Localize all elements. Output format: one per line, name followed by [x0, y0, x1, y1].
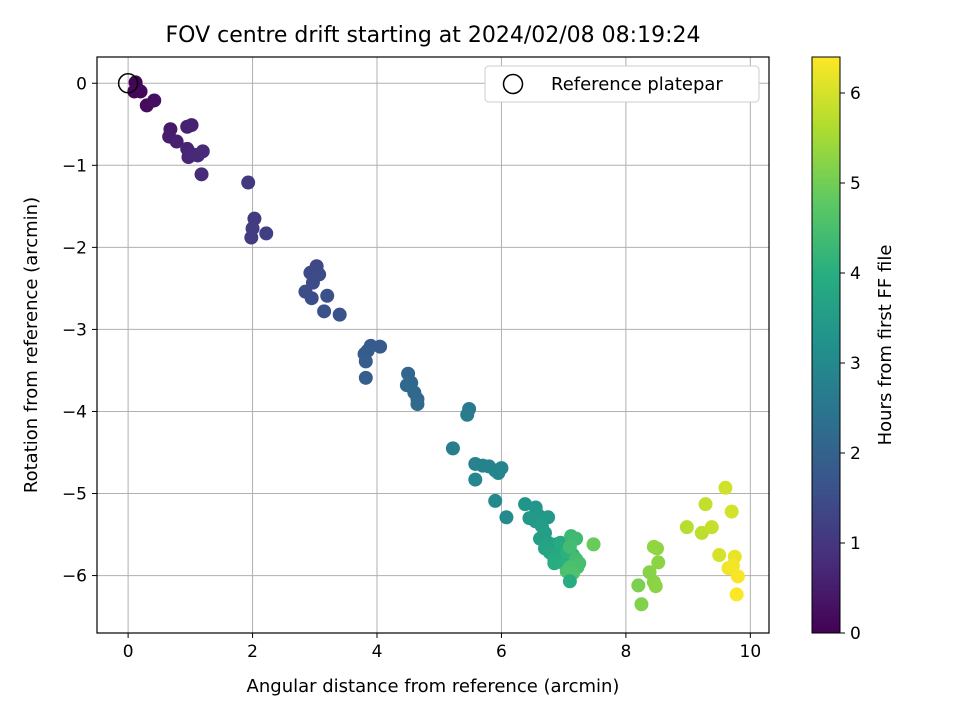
data-point [358, 354, 373, 369]
data-point [730, 569, 745, 584]
data-point [562, 574, 577, 589]
data-point [648, 579, 663, 594]
y-tick-label: 0 [76, 74, 87, 94]
y-tick-label: −5 [62, 485, 87, 505]
legend: Reference platepar [484, 65, 760, 103]
y-tick-label: −6 [62, 567, 87, 587]
data-point [468, 472, 483, 487]
data-point [244, 230, 259, 245]
data-point [147, 93, 162, 108]
data-point [320, 288, 335, 303]
reference-point-marker [117, 73, 139, 94]
colorbar-tick-label: 4 [850, 264, 861, 284]
legend-marker-icon [502, 73, 524, 95]
axes-frame [96, 56, 770, 634]
colorbar-label: Hours from first FF file [875, 245, 896, 446]
y-tick-label: −2 [62, 238, 87, 258]
data-point [460, 407, 475, 422]
colorbar-tick-label: 5 [850, 174, 861, 194]
data-point [499, 510, 514, 525]
y-tick-label: −3 [62, 320, 87, 340]
data-point [586, 537, 601, 552]
colorbar-tick-label: 2 [850, 444, 861, 464]
colorbar-gradient [811, 56, 841, 634]
x-tick-label: 6 [496, 642, 507, 662]
y-tick-label: −4 [62, 402, 87, 422]
data-point [725, 558, 740, 573]
data-point [241, 175, 256, 190]
x-tick-label: 4 [372, 642, 383, 662]
data-point [373, 339, 388, 354]
data-point [698, 497, 713, 512]
legend-label: Reference platepar [551, 74, 723, 95]
data-point [304, 291, 319, 306]
grid-lines [97, 57, 769, 633]
data-point [332, 307, 347, 322]
y-axis-ticks: 0 −1 −2 −3 −4 −5 −6 [62, 74, 97, 587]
data-point [518, 497, 533, 512]
data-point [491, 466, 506, 480]
data-point [195, 144, 210, 159]
colorbar-tick-label: 1 [850, 534, 861, 554]
data-point [704, 520, 719, 535]
legend-box [484, 65, 760, 103]
y-tick-label: −1 [62, 156, 87, 176]
x-tick-label: 8 [620, 642, 631, 662]
data-point [488, 493, 503, 508]
data-point [712, 548, 727, 563]
reference-marker [117, 73, 139, 94]
colorbar: 0 1 2 3 4 5 6 Hours from first FF file [811, 56, 896, 644]
colorbar-tick-label: 3 [850, 354, 861, 374]
data-point [410, 397, 425, 412]
x-axis-ticks: 0 2 4 6 8 10 [123, 633, 761, 662]
colorbar-ticks: 0 1 2 3 4 5 6 [840, 84, 861, 644]
data-point [679, 520, 694, 535]
data-point [646, 539, 661, 554]
data-point [184, 118, 199, 133]
data-point [651, 555, 666, 570]
chart-title: FOV centre drift starting at 2024/02/08 … [166, 23, 701, 48]
x-tick-label: 10 [740, 642, 762, 662]
data-point [562, 539, 577, 554]
data-points [127, 75, 745, 612]
data-point [194, 167, 209, 182]
x-axis-label: Angular distance from reference (arcmin) [247, 676, 620, 697]
plot-area [97, 57, 769, 633]
data-point [133, 84, 148, 99]
data-point [729, 587, 744, 602]
x-tick-label: 2 [247, 642, 258, 662]
y-axis-label: Rotation from reference (arcmin) [21, 197, 42, 493]
data-point [169, 134, 184, 149]
data-point [634, 597, 649, 612]
data-point [358, 370, 373, 385]
data-point [259, 226, 274, 241]
data-point [724, 504, 739, 519]
data-point [317, 304, 332, 319]
data-point [445, 441, 460, 456]
data-point [718, 480, 733, 495]
colorbar-tick-label: 6 [850, 84, 861, 104]
x-tick-label: 0 [123, 642, 134, 662]
colorbar-tick-label: 0 [850, 624, 861, 644]
data-point [631, 578, 646, 593]
